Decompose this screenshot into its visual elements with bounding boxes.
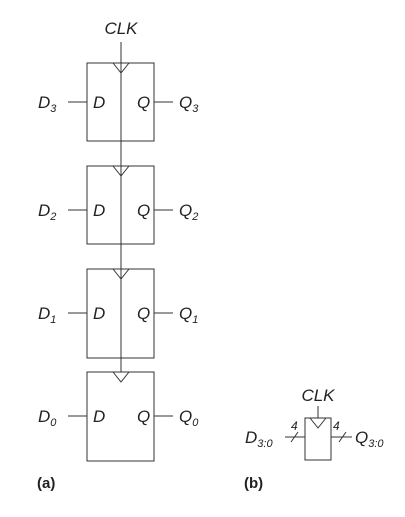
caption-b: (b) (244, 475, 263, 492)
d-port-label: D (93, 93, 105, 112)
q-port-label: Q (137, 407, 150, 426)
clk-label: CLK (104, 19, 138, 38)
clock-triangle-icon (112, 165, 130, 177)
d-input-label: D2 (38, 201, 56, 223)
register-q-label: Q3:0 (355, 428, 384, 450)
output-bus-width: 4 (333, 419, 340, 433)
bus-slash-icon (338, 431, 347, 443)
register-body (304, 417, 332, 461)
register-symbol: CLK 4 D3:0 4 Q3:0 (245, 386, 384, 461)
register-clk-label: CLK (301, 386, 335, 405)
flip-flop-body (86, 371, 155, 462)
q-output-label: Q3 (179, 93, 199, 115)
register-d-label: D3:0 (245, 428, 273, 450)
caption-a: (a) (37, 475, 55, 492)
q-output-label: Q1 (179, 304, 198, 326)
q-port-label: Q (137, 201, 150, 220)
input-bus-width: 4 (291, 419, 298, 433)
d-input-label: D3 (38, 93, 57, 115)
d-port-label: D (93, 304, 105, 323)
clock-triangle-icon (112, 268, 130, 280)
q-port-label: Q (137, 304, 150, 323)
q-output-label: Q2 (179, 201, 198, 223)
clock-triangle-icon (112, 62, 130, 74)
d-port-label: D (93, 407, 105, 426)
d-port-label: D (93, 201, 105, 220)
flip-flop-2: D Q D2 Q2 (38, 165, 198, 245)
clock-triangle-icon (309, 417, 327, 429)
flip-flop-3: D Q D3 Q3 (38, 62, 199, 142)
d-input-label: D1 (38, 304, 56, 326)
q-port-label: Q (137, 93, 150, 112)
q-output-label: Q0 (179, 407, 199, 429)
clock-triangle-icon (112, 371, 130, 383)
flip-flop-1: D Q D1 Q1 (38, 268, 198, 359)
d-input-label: D0 (38, 407, 57, 429)
flip-flop-0: D Q D0 Q0 (38, 371, 199, 462)
bus-slash-icon (290, 431, 299, 443)
